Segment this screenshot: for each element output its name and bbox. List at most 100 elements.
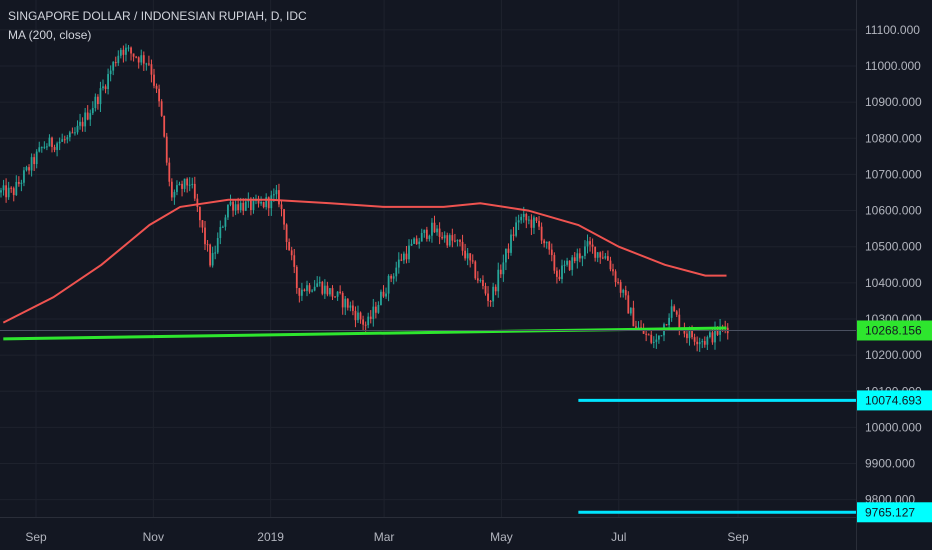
x-tick-label: Nov <box>143 530 164 544</box>
candle-body <box>94 96 97 109</box>
candle-body <box>331 288 334 297</box>
candle-body <box>71 132 74 134</box>
candle-body <box>53 147 56 150</box>
candle-body <box>354 310 357 321</box>
candle-body <box>397 259 400 268</box>
candle-body <box>693 337 696 342</box>
candle-body <box>132 53 135 57</box>
candle-body <box>650 334 653 343</box>
candle-body <box>538 220 540 227</box>
current-price-label: 10268.156 <box>865 323 922 337</box>
candle-body <box>640 327 642 329</box>
candle-body <box>224 217 227 227</box>
candle-body <box>714 327 716 343</box>
candle-body <box>461 241 464 251</box>
candle-body <box>466 253 469 259</box>
candle-body <box>313 286 316 291</box>
price-tags: 10074.693 9765.127 10268.156 <box>857 320 932 523</box>
candle-body <box>688 329 691 339</box>
candle-body <box>283 209 285 225</box>
x-tick-label: Jul <box>611 530 626 544</box>
candle-body <box>89 113 92 120</box>
candle-body <box>522 213 525 217</box>
y-tick-label: 10600.000 <box>865 204 922 218</box>
candle-body <box>706 337 709 345</box>
candle-body <box>374 306 377 313</box>
candle-body <box>629 307 632 314</box>
candle-body <box>510 234 512 253</box>
candle-body <box>125 47 127 55</box>
x-tick-label: Sep <box>25 530 47 544</box>
candle-body <box>408 245 410 260</box>
candle-body <box>367 316 370 326</box>
candle-body <box>63 139 66 141</box>
level-lines <box>578 398 856 514</box>
candle-body <box>181 183 183 189</box>
candle-body <box>234 204 237 211</box>
candle-body <box>543 240 546 244</box>
candle-body <box>295 266 298 289</box>
candle-body <box>405 253 408 260</box>
x-tick-label: May <box>490 530 513 544</box>
candle-body <box>142 55 145 64</box>
candle-body <box>428 235 431 239</box>
candle-body <box>456 240 459 242</box>
candle-body <box>507 248 510 253</box>
candle-body <box>186 178 189 186</box>
candle-body <box>571 257 574 270</box>
candle-body <box>566 260 568 265</box>
candle-body <box>0 190 2 193</box>
candle-body <box>58 141 61 144</box>
candle-body <box>392 276 395 279</box>
candle-body <box>290 250 293 256</box>
candle-body <box>678 314 681 328</box>
candle-body <box>201 220 204 228</box>
candle-body <box>425 229 428 239</box>
candle-body <box>285 224 288 242</box>
candle-body <box>242 202 245 211</box>
candle-body <box>474 261 477 279</box>
candle-body <box>357 312 359 321</box>
candle-body <box>99 88 102 105</box>
candle-body <box>558 276 561 280</box>
candle-body <box>423 229 426 233</box>
candle-body <box>326 285 329 295</box>
candle-body <box>581 255 584 259</box>
level-tag-label: 9765.127 <box>865 505 915 519</box>
candle-body <box>244 201 247 211</box>
candle-body <box>377 305 380 313</box>
candle-body <box>344 298 347 308</box>
candle-body <box>512 234 515 236</box>
candle-body <box>576 253 579 262</box>
price-axis <box>0 0 857 550</box>
candle-body <box>403 253 405 261</box>
candle-body <box>382 291 385 297</box>
candle-body <box>494 286 497 292</box>
candle-body <box>415 238 418 245</box>
candle-body <box>306 285 308 291</box>
candle-body <box>102 86 104 89</box>
candle-body <box>104 86 107 90</box>
candle-body <box>341 292 344 308</box>
candle-body <box>369 316 372 319</box>
y-axis-ticks: 11100.000 11000.000 10900.000 10800.000 1070… <box>865 23 922 507</box>
candle-body <box>584 246 586 256</box>
indicator-label: MA (200, close) <box>8 28 92 42</box>
candle-body <box>204 227 206 245</box>
candle-body <box>107 74 109 90</box>
candle-body <box>74 132 76 134</box>
candle-body <box>5 185 7 198</box>
candle-body <box>329 288 331 295</box>
candle-body <box>308 285 311 292</box>
candle-body <box>652 341 655 343</box>
candle-body <box>443 235 446 239</box>
candle-body <box>362 319 364 325</box>
candle-body <box>591 244 594 247</box>
candle-body <box>716 327 719 335</box>
x-axis-ticks: Sep Nov 2019 Mar May Jul Sep <box>25 530 749 544</box>
candle-body <box>46 146 48 148</box>
candle-body <box>436 228 438 233</box>
candle-body <box>298 288 301 296</box>
candle-body <box>550 249 553 256</box>
